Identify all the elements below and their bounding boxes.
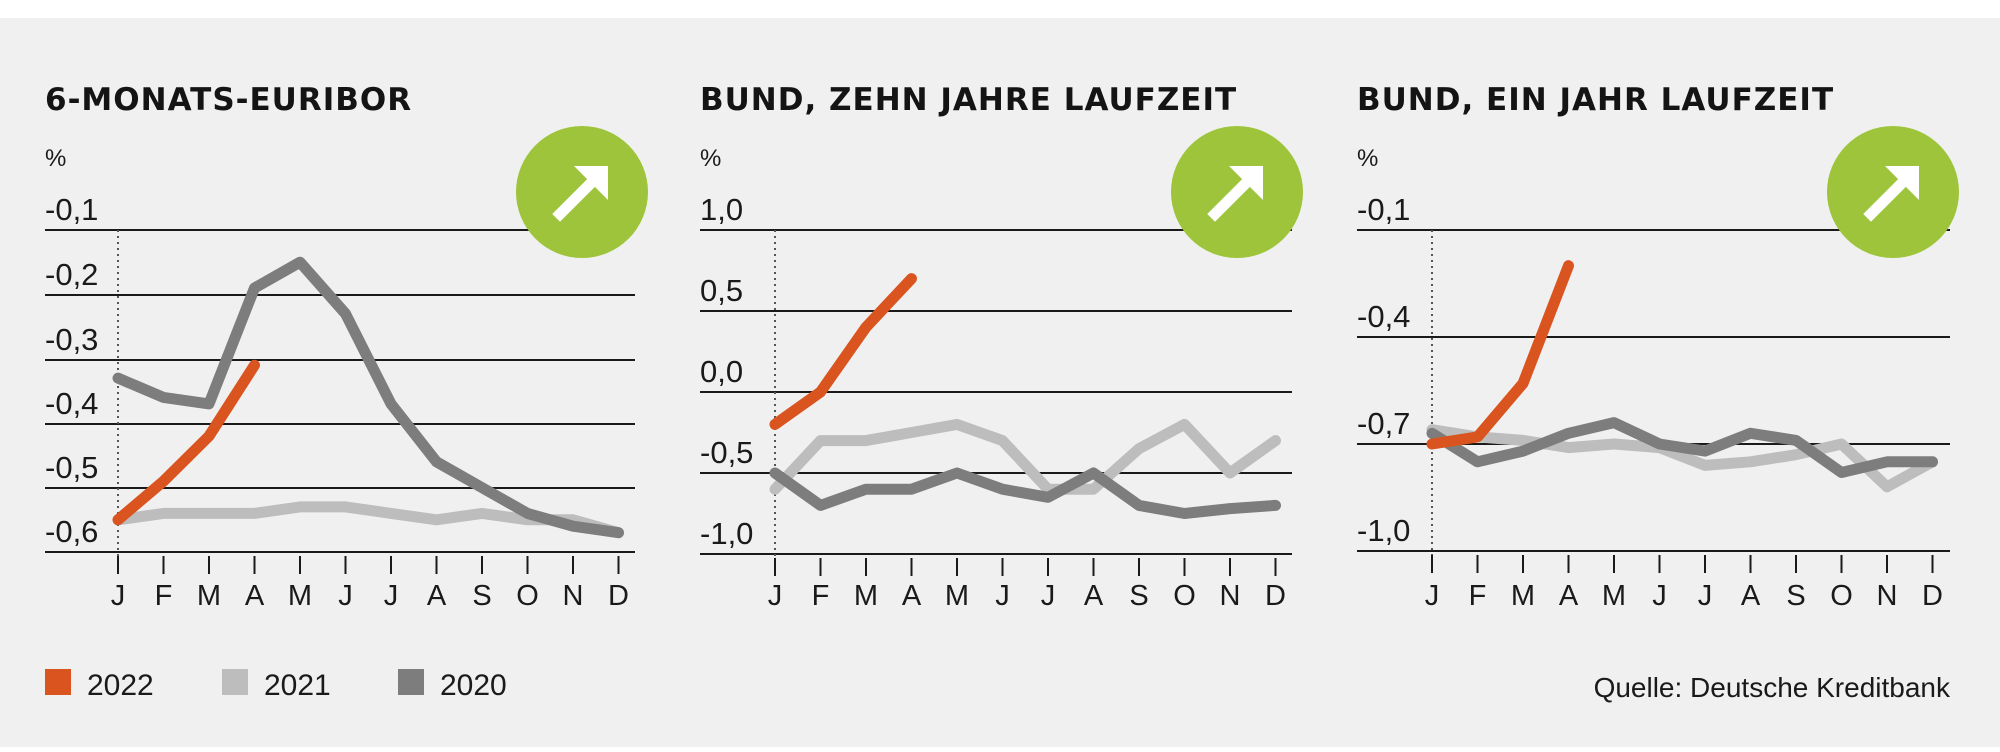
chart-2-xtick-label: J bbox=[768, 580, 783, 612]
chart-3-series-2020 bbox=[1426, 417, 1938, 478]
chart-1-ytick-label: -0,6 bbox=[45, 514, 98, 549]
legend-swatch bbox=[222, 669, 248, 695]
legend-item-2021: 2021 bbox=[222, 669, 331, 702]
legend: 2022 2021 2020 bbox=[45, 669, 507, 702]
chart-1-xtick-label: M bbox=[288, 580, 312, 612]
chart-1-title: 6-MONATS-EURIBOR bbox=[45, 82, 412, 118]
chart-2: BUND, ZEHN JAHRE LAUFZEIT% 1,0 0,5 0,0 -0,5 -… bbox=[700, 82, 1303, 612]
chart-2-ytick-label: 0,5 bbox=[700, 273, 743, 308]
legend-swatch bbox=[45, 669, 71, 695]
chart-1-series-2020 bbox=[112, 256, 624, 539]
chart-1-ytick-label: -0,5 bbox=[45, 450, 98, 485]
chart-1-xtick-label: D bbox=[608, 580, 629, 612]
chart-2-xtick-label: N bbox=[1220, 580, 1241, 612]
chart-2-xtick-label: M bbox=[854, 580, 878, 612]
chart-2-series-2022 bbox=[769, 273, 917, 430]
chart-1: 6-MONATS-EURIBOR% -0,1 -0,2 -0,3 -0,4 -0,5 -0,… bbox=[45, 82, 648, 612]
chart-2-xtick-label: A bbox=[1084, 580, 1104, 612]
chart-3: BUND, EIN JAHR LAUFZEIT% -0,1 -0,4 -0,7 -1,0… bbox=[1357, 82, 1959, 612]
legend-label: 2020 bbox=[440, 669, 507, 702]
chart-1-series-2022 bbox=[112, 359, 260, 526]
chart-1-xtick-label: N bbox=[563, 580, 584, 612]
chart-1-unit-label: % bbox=[45, 145, 66, 172]
chart-2-series-2020 bbox=[769, 467, 1281, 519]
legend-item-2020: 2020 bbox=[398, 669, 507, 702]
chart-1-xtick-label: A bbox=[427, 580, 447, 612]
chart-1-xtick-label: J bbox=[338, 580, 353, 612]
chart-1-ytick-label: -0,3 bbox=[45, 322, 98, 357]
chart-1-xtick-label: J bbox=[111, 580, 126, 612]
chart-1-xtick-label: S bbox=[472, 580, 491, 612]
chart-2-ytick-label: 1,0 bbox=[700, 192, 743, 227]
legend-label: 2022 bbox=[87, 669, 154, 702]
chart-3-xtick-label: M bbox=[1511, 580, 1535, 612]
chart-2-xtick-label: D bbox=[1265, 580, 1286, 612]
legend-label: 2021 bbox=[264, 669, 331, 702]
chart-2-xtick-label: F bbox=[812, 580, 830, 612]
trend-arrow-up-right-icon bbox=[516, 126, 648, 258]
chart-3-xtick-label: J bbox=[1698, 580, 1713, 612]
chart-3-ytick-label: -0,7 bbox=[1357, 406, 1410, 441]
chart-3-xtick-label: O bbox=[1830, 580, 1853, 612]
chart-2-series-2021 bbox=[769, 418, 1281, 495]
chart-3-xtick-label: J bbox=[1652, 580, 1667, 612]
chart-2-ytick-label: -0,5 bbox=[700, 435, 753, 470]
chart-3-xtick-label: A bbox=[1741, 580, 1761, 612]
chart-2-xtick-label: J bbox=[1041, 580, 1056, 612]
chart-2-xtick-label: M bbox=[945, 580, 969, 612]
trend-arrow-up-right-icon bbox=[1827, 126, 1959, 258]
chart-1-xtick-label: O bbox=[516, 580, 539, 612]
chart-2-ytick-label: -1,0 bbox=[700, 516, 753, 551]
chart-3-series-2022 bbox=[1426, 260, 1574, 450]
chart-1-xtick-label: F bbox=[155, 580, 173, 612]
legend-item-2022: 2022 bbox=[45, 669, 154, 702]
chart-1-xtick-label: A bbox=[245, 580, 265, 612]
legend-swatch bbox=[398, 669, 424, 695]
chart-3-ytick-label: -0,4 bbox=[1357, 299, 1410, 334]
chart-3-title: BUND, EIN JAHR LAUFZEIT bbox=[1357, 82, 1834, 118]
chart-3-xtick-label: N bbox=[1877, 580, 1898, 612]
chart-3-xtick-label: D bbox=[1922, 580, 1943, 612]
chart-1-ytick-label: -0,2 bbox=[45, 257, 98, 292]
chart-3-xtick-label: S bbox=[1786, 580, 1805, 612]
chart-1-ytick-label: -0,1 bbox=[45, 192, 98, 227]
chart-2-xtick-label: O bbox=[1173, 580, 1196, 612]
chart-3-xtick-label: A bbox=[1559, 580, 1579, 612]
figure-background bbox=[0, 18, 2000, 747]
chart-1-xtick-label: M bbox=[197, 580, 221, 612]
chart-3-ytick-label: -1,0 bbox=[1357, 513, 1410, 548]
trend-arrow-up-right-icon bbox=[1171, 126, 1303, 258]
chart-3-xtick-label: J bbox=[1425, 580, 1440, 612]
chart-2-xtick-label: S bbox=[1129, 580, 1148, 612]
chart-3-ytick-label: -0,1 bbox=[1357, 192, 1410, 227]
chart-3-xtick-label: F bbox=[1469, 580, 1487, 612]
chart-2-xtick-label: A bbox=[902, 580, 922, 612]
chart-2-ytick-label: 0,0 bbox=[700, 354, 743, 389]
chart-1-ytick-label: -0,4 bbox=[45, 386, 98, 421]
chart-3-unit-label: % bbox=[1357, 145, 1378, 172]
source-note: Quelle: Deutsche Kreditbank bbox=[1594, 672, 1951, 703]
chart-1-xtick-label: J bbox=[384, 580, 399, 612]
chart-2-xtick-label: J bbox=[995, 580, 1010, 612]
chart-3-series-2021 bbox=[1426, 424, 1938, 493]
chart-2-unit-label: % bbox=[700, 145, 721, 172]
chart-3-xtick-label: M bbox=[1602, 580, 1626, 612]
chart-2-title: BUND, ZEHN JAHRE LAUFZEIT bbox=[700, 82, 1237, 118]
